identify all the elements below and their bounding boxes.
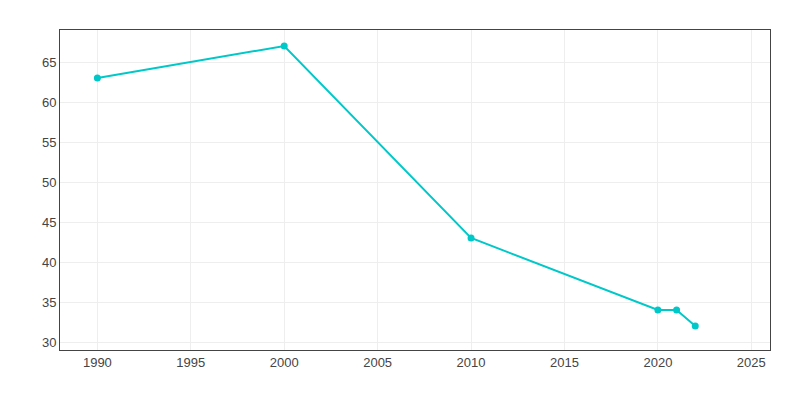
svg-text:2000: 2000	[270, 355, 299, 370]
svg-text:40: 40	[42, 255, 56, 270]
svg-text:65: 65	[42, 55, 56, 70]
svg-text:2020: 2020	[643, 355, 672, 370]
svg-text:45: 45	[42, 215, 56, 230]
svg-text:2010: 2010	[457, 355, 486, 370]
svg-text:1995: 1995	[176, 355, 205, 370]
svg-text:50: 50	[42, 175, 56, 190]
svg-text:2025: 2025	[737, 355, 766, 370]
svg-text:35: 35	[42, 295, 56, 310]
svg-text:1990: 1990	[83, 355, 112, 370]
svg-text:30: 30	[42, 335, 56, 350]
svg-text:60: 60	[42, 95, 56, 110]
svg-text:2015: 2015	[550, 355, 579, 370]
svg-text:55: 55	[42, 135, 56, 150]
svg-text:2005: 2005	[363, 355, 392, 370]
